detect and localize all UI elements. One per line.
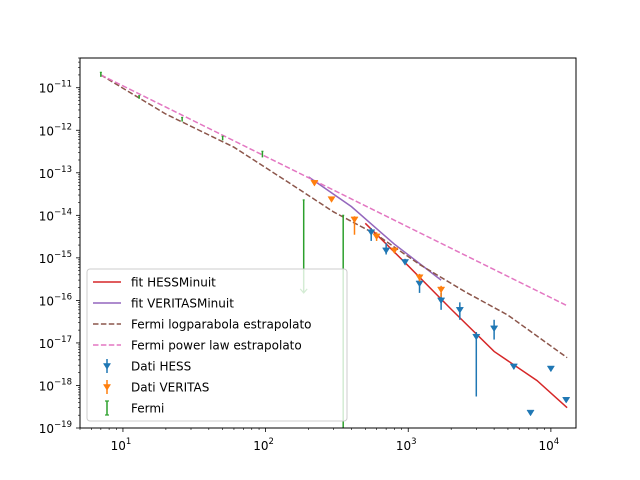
y-tick-label: 10−14 <box>39 207 72 223</box>
series-line <box>364 222 568 409</box>
x-tick-label: 104 <box>539 437 560 453</box>
data-point <box>367 229 376 236</box>
series-line <box>308 176 442 281</box>
legend-label: Dati HESS <box>131 360 191 374</box>
data-point <box>509 363 518 371</box>
x-axis: 101 102 103 104 <box>79 428 560 453</box>
legend-label: Fermi power law estrapolato <box>131 339 302 353</box>
y-tick-label: 10−18 <box>39 377 72 393</box>
y-axis: 10−11 10−12 10−13 10−14 10−15 10−16 10−17 10−18… <box>39 57 80 436</box>
data-point <box>562 397 571 404</box>
legend-label: Fermi <box>131 402 164 416</box>
legend-label: fit VERITASMinuit <box>131 297 234 311</box>
legend-label: Fermi logparabola estrapolato <box>131 318 312 332</box>
data-point <box>526 409 535 417</box>
data-point <box>455 307 464 314</box>
y-tick-label: 10−16 <box>39 292 72 308</box>
data-point <box>546 365 555 373</box>
legend: fit HESSMinuit fit VERITASMinuit Fermi log… <box>86 268 348 422</box>
legend-label: fit HESSMinuit <box>131 276 216 290</box>
y-tick-label: 10−12 <box>39 122 72 138</box>
legend-box <box>86 268 348 422</box>
x-tick-label: 101 <box>111 437 132 453</box>
data-point <box>390 247 399 255</box>
data-point <box>350 216 359 224</box>
data-point <box>382 247 391 255</box>
data-point <box>401 259 410 266</box>
data-point <box>327 196 336 203</box>
plot-area <box>99 71 571 428</box>
y-tick-label: 10−19 <box>39 420 72 436</box>
x-tick-label: 102 <box>253 437 274 453</box>
data-point <box>102 384 112 391</box>
data-point <box>437 297 446 305</box>
data-point <box>310 180 319 187</box>
data-point <box>472 333 481 341</box>
data-point <box>372 233 381 241</box>
y-tick-label: 10−15 <box>39 250 72 266</box>
y-tick-label: 10−13 <box>39 165 72 181</box>
legend-label: Dati VERITAS <box>131 381 209 395</box>
y-tick-label: 10−11 <box>39 80 72 96</box>
data-point <box>415 274 424 281</box>
y-tick-label: 10−17 <box>39 335 72 351</box>
data-point <box>102 363 112 370</box>
data-point <box>490 325 499 333</box>
x-tick-label: 103 <box>396 437 417 453</box>
data-point <box>437 286 446 294</box>
axes-frame <box>79 57 577 429</box>
